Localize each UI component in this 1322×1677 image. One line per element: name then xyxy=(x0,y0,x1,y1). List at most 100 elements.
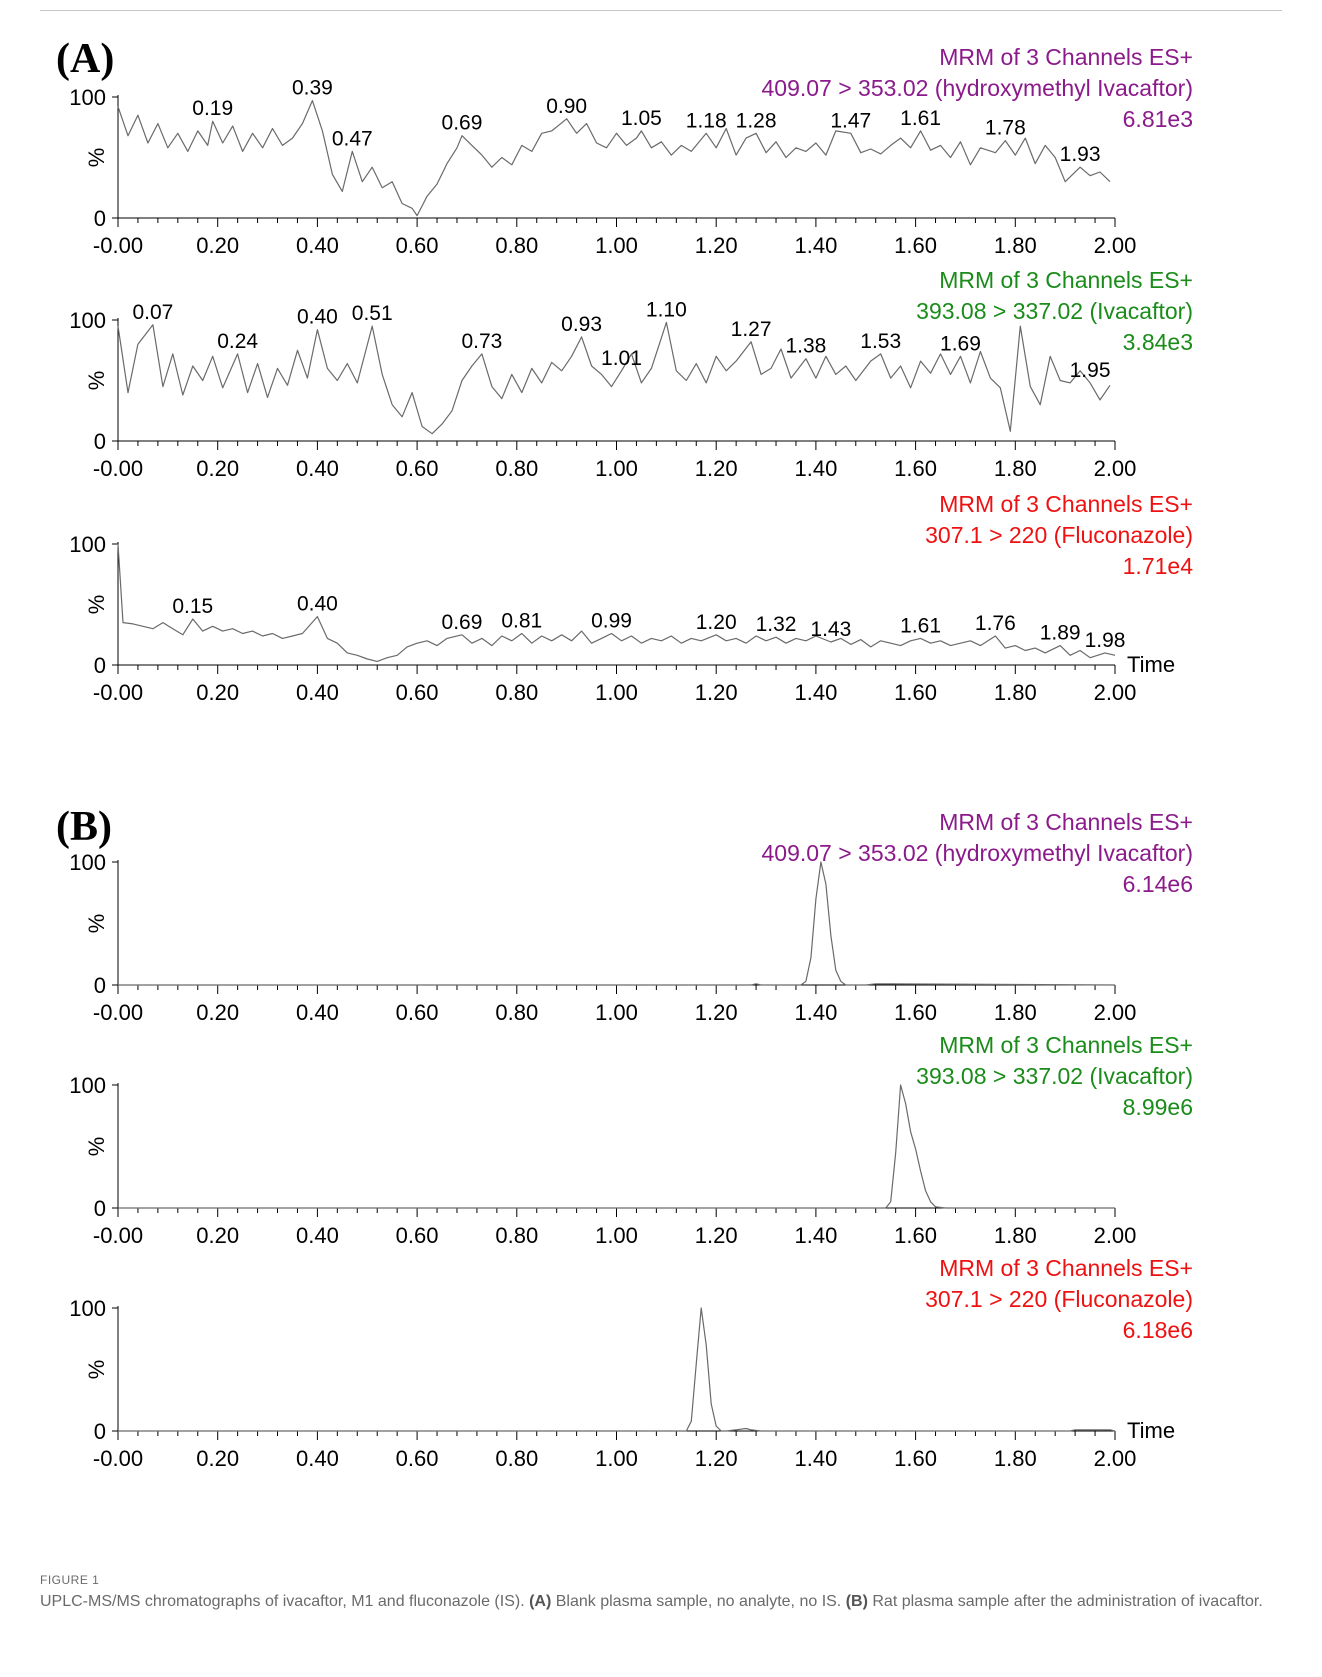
x-tick-label: 0.40 xyxy=(296,680,339,705)
x-tick-label: 0.20 xyxy=(196,1000,239,1025)
chromatogram-trace xyxy=(117,99,1111,217)
peak-label: 0.81 xyxy=(501,610,542,633)
x-tick-label: 0.20 xyxy=(196,680,239,705)
peak-label: 0.15 xyxy=(172,595,213,618)
peak-label: 0.69 xyxy=(442,611,483,634)
x-tick-label: -0.00 xyxy=(93,680,143,705)
peak-label: 1.69 xyxy=(940,332,981,355)
x-tick-label: 0.40 xyxy=(296,1223,339,1248)
x-tick-label: 2.00 xyxy=(1094,1223,1137,1248)
x-tick-label: 1.20 xyxy=(695,456,738,481)
x-tick-label: 1.20 xyxy=(695,233,738,258)
x-tick-label: 0.20 xyxy=(196,456,239,481)
x-tick-label: 1.40 xyxy=(794,680,837,705)
x-tick-label: 2.00 xyxy=(1094,233,1137,258)
x-tick-label: 0.60 xyxy=(396,680,439,705)
caption-a-text: Blank plasma sample, no analyte, no IS. xyxy=(551,1593,846,1610)
x-tick-label: -0.00 xyxy=(93,1446,143,1471)
x-tick-label: 1.40 xyxy=(794,233,837,258)
channel-header-line: 409.07 > 353.02 (hydroxymethyl Ivacaftor… xyxy=(762,75,1194,101)
caption-b-ref: (B) xyxy=(845,1593,868,1610)
caption-a-ref: (A) xyxy=(529,1593,552,1610)
peak-label: 1.10 xyxy=(646,298,687,321)
x-tick-label: 2.00 xyxy=(1094,1446,1137,1471)
peak-label: 0.19 xyxy=(192,97,233,120)
x-tick-label: 0.20 xyxy=(196,233,239,258)
x-tick-label: 0.40 xyxy=(296,1000,339,1025)
y-tick-label: 0 xyxy=(94,1196,106,1221)
x-tick-label: 1.20 xyxy=(695,1223,738,1248)
y-tick-label: 0 xyxy=(94,206,106,231)
x-tick-label: 0.60 xyxy=(396,1000,439,1025)
figure-caption: FIGURE 1 UPLC-MS/MS chromatographs of iv… xyxy=(40,1573,1280,1613)
x-tick-label: 1.00 xyxy=(595,680,638,705)
channel-header-line: 393.08 > 337.02 (Ivacaftor) xyxy=(916,298,1193,324)
x-tick-label: 1.80 xyxy=(994,1223,1037,1248)
x-tick-label: 0.80 xyxy=(495,1000,538,1025)
x-axis-label: Time xyxy=(1127,652,1175,677)
x-tick-label: 1.00 xyxy=(595,1223,638,1248)
peak-label: 1.18 xyxy=(686,109,727,132)
x-tick-label: 1.60 xyxy=(894,456,937,481)
x-tick-label: 1.40 xyxy=(794,1446,837,1471)
channel-header-line: 6.18e6 xyxy=(1123,1317,1193,1343)
x-tick-label: 1.60 xyxy=(894,1223,937,1248)
peak-label: 0.40 xyxy=(297,306,338,329)
peak-label: 1.20 xyxy=(696,611,737,634)
x-tick-label: 0.80 xyxy=(495,1446,538,1471)
channel-header-line: 8.99e6 xyxy=(1123,1094,1193,1120)
peak-label: 0.40 xyxy=(297,593,338,616)
x-tick-label: 2.00 xyxy=(1094,456,1137,481)
channel-header-line: 3.84e3 xyxy=(1123,329,1193,355)
y-axis-label: % xyxy=(84,914,109,934)
x-tick-label: 0.60 xyxy=(396,233,439,258)
x-tick-label: 1.20 xyxy=(695,1446,738,1471)
y-tick-label: 0 xyxy=(94,973,106,998)
y-tick-label: 0 xyxy=(94,1419,106,1444)
chromatogram-3: MRM of 3 Channels ES+ 307.1 > 220 (Flucon… xyxy=(69,491,1193,705)
channel-header-line: 307.1 > 220 (Fluconazole) xyxy=(925,1286,1193,1312)
x-tick-label: 0.60 xyxy=(396,456,439,481)
x-tick-label: 0.80 xyxy=(495,233,538,258)
x-tick-label: -0.00 xyxy=(93,1223,143,1248)
y-tick-label: 0 xyxy=(94,653,106,678)
peak-label: 1.28 xyxy=(736,109,777,132)
x-tick-label: 1.20 xyxy=(695,680,738,705)
x-tick-label: 1.60 xyxy=(894,680,937,705)
x-tick-label: 0.80 xyxy=(495,680,538,705)
peak-label: 0.93 xyxy=(561,313,602,336)
x-tick-label: 0.20 xyxy=(196,1446,239,1471)
peak-label: 0.99 xyxy=(591,610,632,633)
caption-b-text: Rat plasma sample after the administrati… xyxy=(867,1593,1263,1610)
x-tick-label: 0.20 xyxy=(196,1223,239,1248)
y-tick-label: 100 xyxy=(69,850,106,875)
panel-label: (A) xyxy=(56,36,114,82)
channel-header-line: MRM of 3 Channels ES+ xyxy=(939,267,1193,293)
chromatogram-trace xyxy=(118,861,1116,986)
x-tick-label: 1.80 xyxy=(994,456,1037,481)
chromatogram-6: MRM of 3 Channels ES+ 307.1 > 220 (Flucon… xyxy=(69,1255,1193,1471)
x-tick-label: 1.40 xyxy=(794,1000,837,1025)
peak-label: 1.47 xyxy=(830,109,871,132)
channel-header-line: 393.08 > 337.02 (Ivacaftor) xyxy=(916,1063,1193,1089)
figure-caption-text: UPLC-MS/MS chromatographs of ivacaftor, … xyxy=(40,1593,1263,1610)
x-axis-label: Time xyxy=(1127,1418,1175,1443)
y-axis-label: % xyxy=(84,1137,109,1157)
y-tick-label: 100 xyxy=(69,1296,106,1321)
y-axis-label: % xyxy=(84,595,109,615)
chromatogram-trace xyxy=(118,1084,1115,1209)
y-tick-label: 0 xyxy=(94,429,106,454)
y-axis-label: % xyxy=(84,148,109,168)
y-tick-label: 100 xyxy=(69,532,106,557)
chromatogram-figure: (A) MRM of 3 Channels ES+ 409.07 > 353.02 … xyxy=(56,36,1193,1471)
x-tick-label: -0.00 xyxy=(93,1000,143,1025)
peak-label: 1.32 xyxy=(756,613,797,636)
channel-header-line: MRM of 3 Channels ES+ xyxy=(939,1255,1193,1281)
x-tick-label: 1.00 xyxy=(595,233,638,258)
channel-header-line: 307.1 > 220 (Fluconazole) xyxy=(925,522,1193,548)
channel-header-line: 1.71e4 xyxy=(1123,553,1194,579)
chromatogram-1: (A) MRM of 3 Channels ES+ 409.07 > 353.02 … xyxy=(56,36,1193,258)
x-tick-label: 1.00 xyxy=(595,1446,638,1471)
chromatogram-trace xyxy=(118,1307,1116,1432)
x-tick-label: 1.00 xyxy=(595,1000,638,1025)
